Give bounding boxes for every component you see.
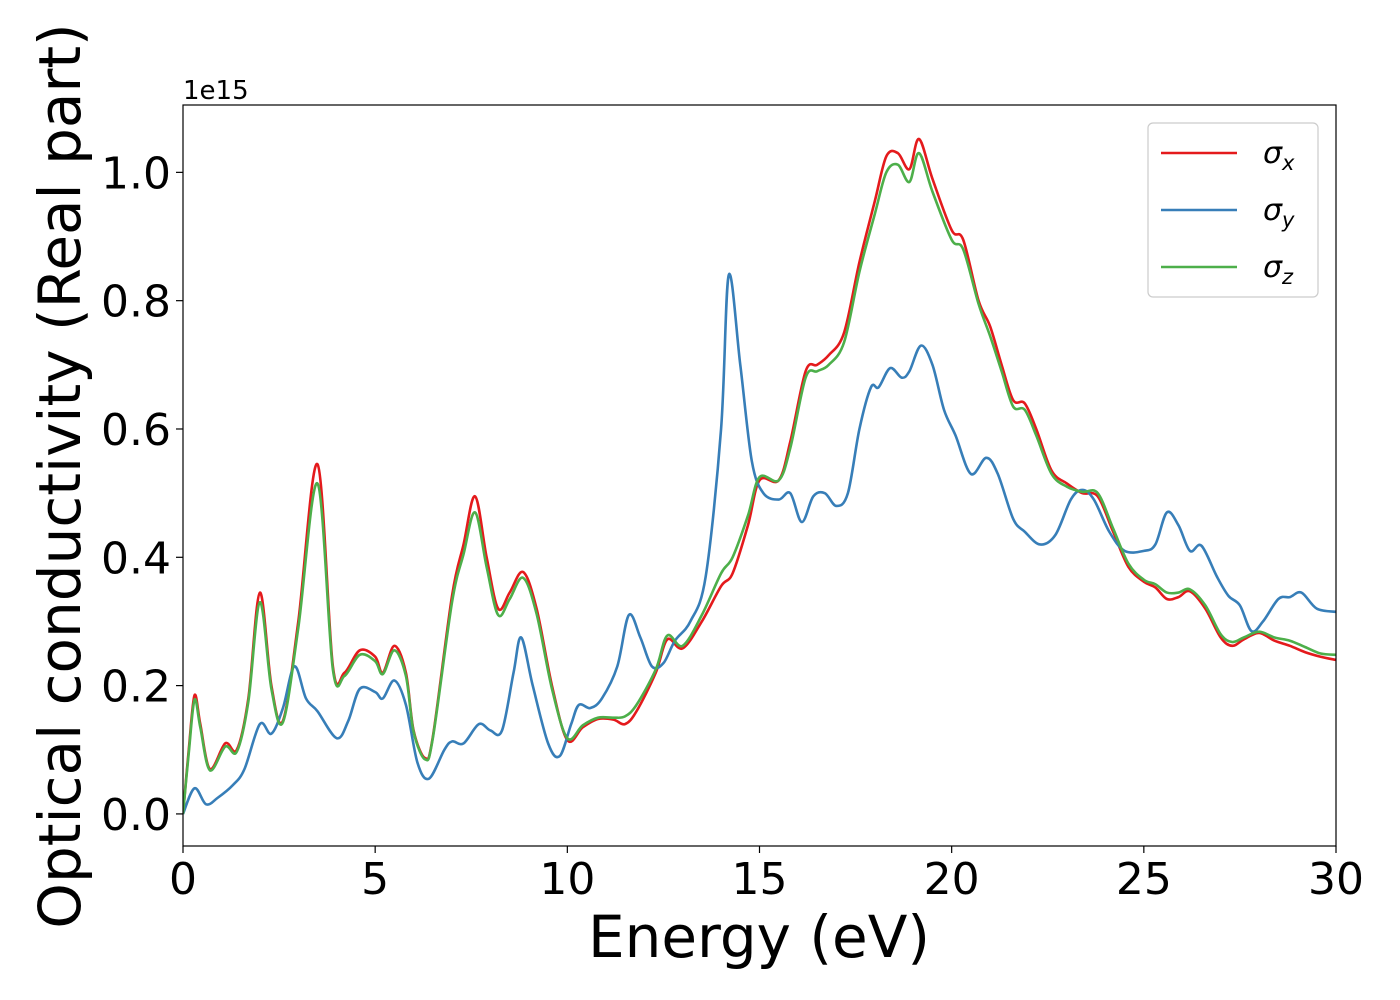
y-tick-label: 0.2 (101, 662, 171, 713)
legend-label-sigma-y: σy (1263, 193, 1295, 232)
x-tick-label: 15 (732, 854, 788, 905)
x-tick-label: 30 (1308, 854, 1364, 905)
legend: σx σy σz (1147, 122, 1319, 298)
series-line-sigma-y (183, 272, 1336, 815)
series-line-sigma-z (183, 151, 1336, 815)
y-tick-label: 0.8 (101, 277, 171, 328)
series-layer (183, 137, 1336, 815)
x-axis-title: Energy (eV) (588, 903, 930, 971)
x-axis-ticks: 0 5 10 15 20 25 30 (169, 846, 1364, 905)
x-tick-label: 0 (169, 854, 197, 905)
x-tick-label: 10 (539, 854, 595, 905)
y-tick-label: 0.6 (101, 405, 171, 456)
y-tick-label: 0.4 (101, 533, 171, 584)
legend-label-sigma-x: σx (1263, 136, 1295, 175)
legend-items: σx σy σz (1161, 136, 1295, 289)
y-axis-offset-label: 1e15 (183, 76, 249, 106)
x-tick-label: 5 (361, 854, 389, 905)
y-tick-label: 1.0 (101, 148, 171, 199)
x-tick-label: 20 (924, 854, 980, 905)
y-axis-ticks: 0.0 0.2 0.4 0.6 0.8 1.0 (101, 148, 183, 841)
y-axis-title: Optical conductivity (Real part) (26, 23, 94, 928)
legend-label-sigma-z: σz (1263, 250, 1294, 289)
y-tick-label: 0.0 (101, 790, 171, 841)
x-tick-label: 25 (1116, 854, 1172, 905)
